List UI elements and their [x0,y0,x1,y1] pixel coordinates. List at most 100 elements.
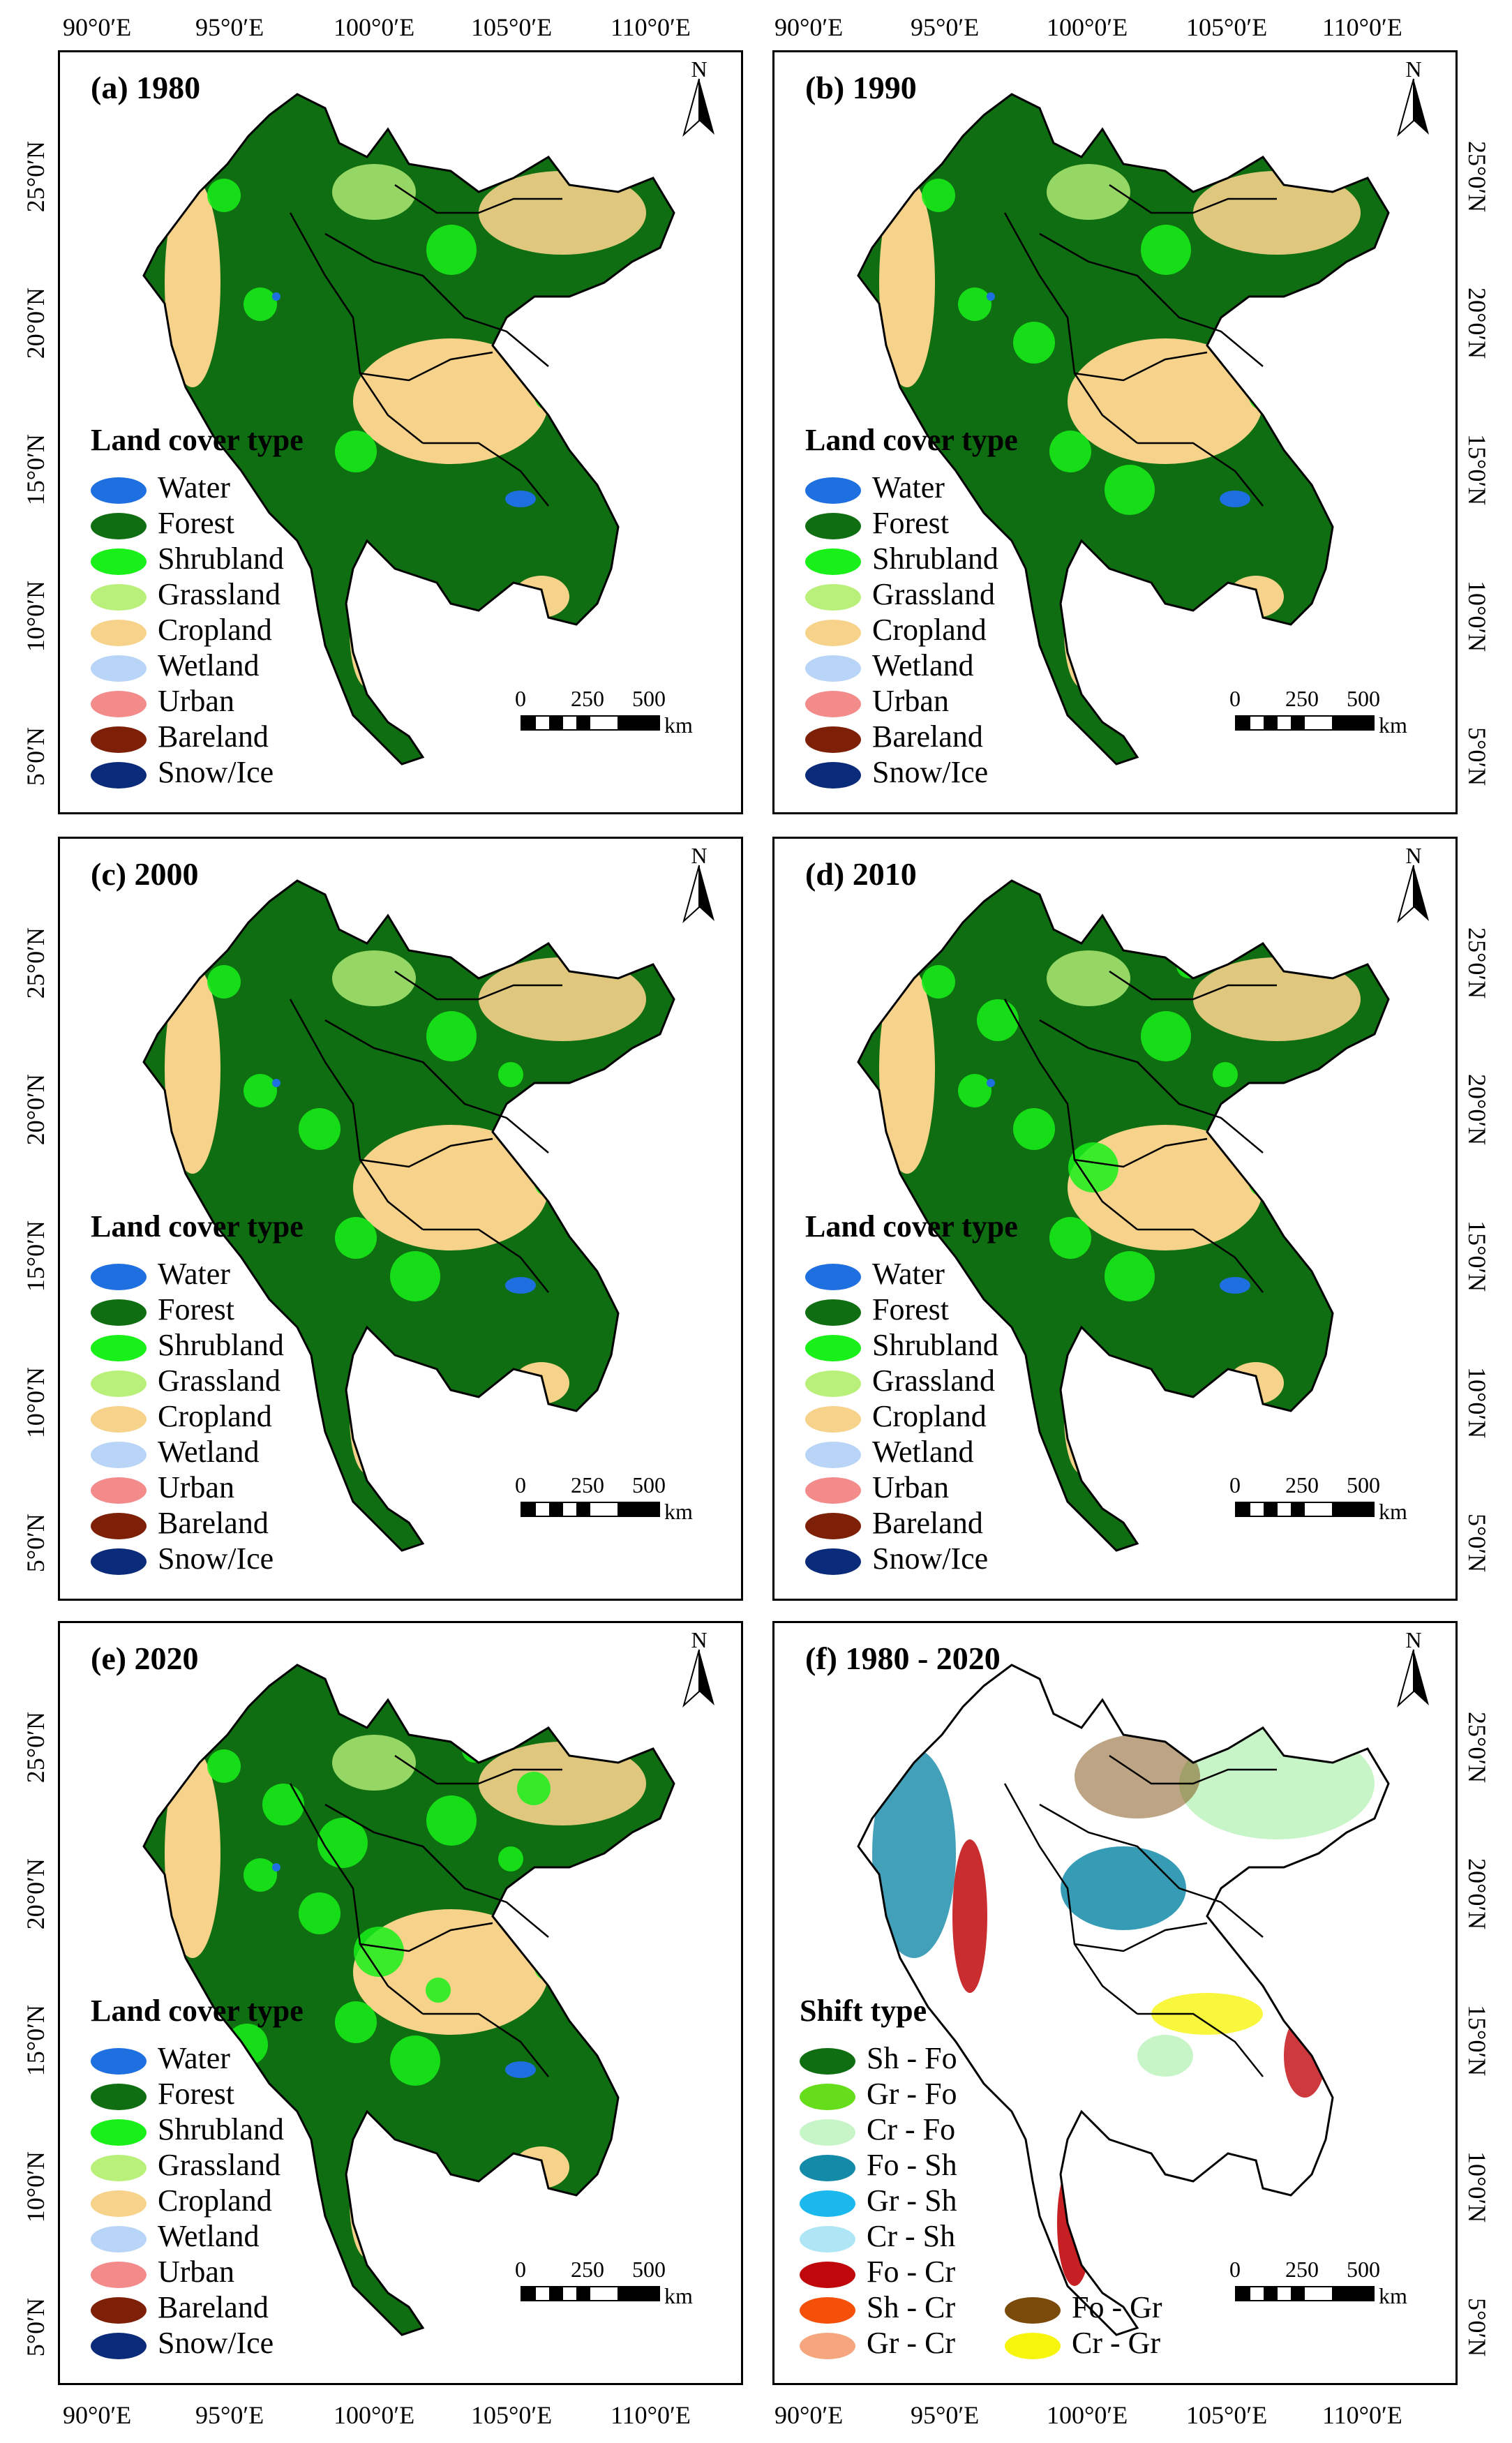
legend-item: Grassland [91,578,280,611]
legend-swatch [91,2332,147,2359]
lat-label-right: 5°0′N [1463,727,1491,786]
lon-label-top: 110°0′E [611,13,691,41]
scale-tick: 250 [1285,2257,1319,2282]
lon-label-bottom: 110°0′E [1322,2401,1402,2429]
legend-item: Wetland [91,649,260,682]
legend-label: Grassland [158,577,280,611]
legend-swatch [805,1548,861,1575]
lon-label-top: 100°0′E [1047,13,1128,41]
legend-label: Grassland [158,2148,280,2182]
legend-swatch [91,1370,147,1397]
legend-label: Water [158,470,230,505]
legend-label: Fo - Sh [867,2148,957,2182]
legend-label: Sh - Fo [867,2041,957,2075]
legend-swatch [805,619,861,646]
lat-label-left: 10°0′N [22,2151,50,2223]
legend-swatch [805,477,861,504]
lat-label-right: 5°0′N [1463,2298,1491,2357]
legend-label: Cr - Fo [867,2112,956,2146]
panel-title: (e) 2020 [91,1641,199,1676]
legend-swatch [805,583,861,611]
lat-label-right: 10°0′N [1463,581,1491,652]
north-label: N [1405,57,1422,82]
legend-label: Shrubland [872,1328,998,1362]
legend-swatch [91,2190,147,2217]
legend-label: Fo - Cr [867,2255,956,2289]
legend-label: Snow/Ice [158,755,274,789]
legend-label: Cropland [158,613,272,647]
lat-label-right: 25°0′N [1463,927,1491,999]
legend-label: Cropland [158,2183,272,2218]
legend-label: Water [158,1257,230,1291]
scale-tick: 0 [1229,1472,1241,1497]
legend-label: Bareland [872,719,983,754]
lat-label-right: 15°0′N [1463,434,1491,506]
legend-item: Urban [91,1471,234,1504]
map-image [142,1664,675,2336]
legend-item: Forest [805,1293,949,1327]
legend-item: Water [91,471,230,505]
legend-swatch [91,2154,147,2181]
legend-item: Sh - Cr [800,2291,955,2324]
legend-label: Shrubland [158,541,284,576]
legend-label: Forest [158,1292,234,1327]
legend-item: Fo - Gr [1005,2291,1162,2324]
legend-label: Cr - Gr [1072,2326,1161,2360]
legend-label: Bareland [158,1506,269,1540]
scale-unit: km [1379,2283,1407,2308]
scale-tick: 500 [632,686,666,711]
legend-item: Cropland [91,1400,272,1433]
north-arrow-icon: N [1393,57,1435,143]
legend-title: Land cover type [91,1209,304,1243]
scale-bar: 0 250 500 km [1229,686,1416,742]
scale-tick: 250 [1285,1472,1319,1497]
panel-title: (a) 1980 [91,70,201,105]
scale-unit: km [1379,1499,1407,1524]
panel-a: (a) 1980 Land cover type Water Forest Shrubl… [58,50,743,814]
lon-label-top: 90°0′E [63,13,132,41]
scale-tick: 0 [1229,686,1241,711]
north-arrow-icon: N [678,843,720,929]
legend-label: Fo - Gr [1072,2290,1162,2324]
panel-title: (c) 2000 [91,856,199,892]
legend-item: Shrubland [91,1329,284,1362]
legend-swatch [91,1299,147,1326]
legend-item: Urban [805,1471,949,1504]
legend-label: Wetland [872,1435,974,1469]
legend-swatch [91,2083,147,2110]
lon-label-bottom: 105°0′E [1186,2401,1268,2429]
lat-label-left: 5°0′N [22,727,50,786]
lon-label-top: 105°0′E [1186,13,1268,41]
legend-label: Urban [872,684,949,718]
north-label: N [691,57,708,82]
legend-label: Grassland [872,577,995,611]
legend-title: Shift type [800,1994,927,2028]
legend-label: Snow/Ice [872,1541,989,1576]
legend-item: Shrubland [91,542,284,576]
panel-f: (f) 1980 - 2020 Shift type Sh - Fo Gr - Fo C… [772,1621,1458,2385]
legend-label: Sh - Cr [867,2290,956,2324]
lon-label-bottom: 110°0′E [611,2401,691,2429]
lat-label-left: 15°0′N [22,2005,50,2077]
legend-label: Urban [158,2255,234,2289]
scale-unit: km [664,2283,693,2308]
legend-item: Forest [91,2077,234,2111]
legend-swatch [91,1405,147,1433]
legend-label: Snow/Ice [158,2326,274,2360]
legend-label: Forest [158,2077,234,2111]
legend-swatch [800,2261,855,2288]
legend-swatch [800,2190,855,2217]
legend-item: Grassland [805,578,995,611]
lon-label-bottom: 100°0′E [1047,2401,1128,2429]
legend-item: Bareland [805,720,983,754]
legend-swatch [800,2083,855,2110]
legend-swatch [800,2047,855,2075]
scale-tick: 500 [632,2257,666,2282]
legend-item: Grassland [91,2149,280,2182]
lon-label-bottom: 90°0′E [774,2401,844,2429]
lat-label-right: 15°0′N [1463,1220,1491,1292]
legend-item: Urban [91,2255,234,2289]
lat-label-right: 25°0′N [1463,141,1491,213]
legend-item: Shrubland [805,542,998,576]
legend-label: Water [872,1257,945,1291]
